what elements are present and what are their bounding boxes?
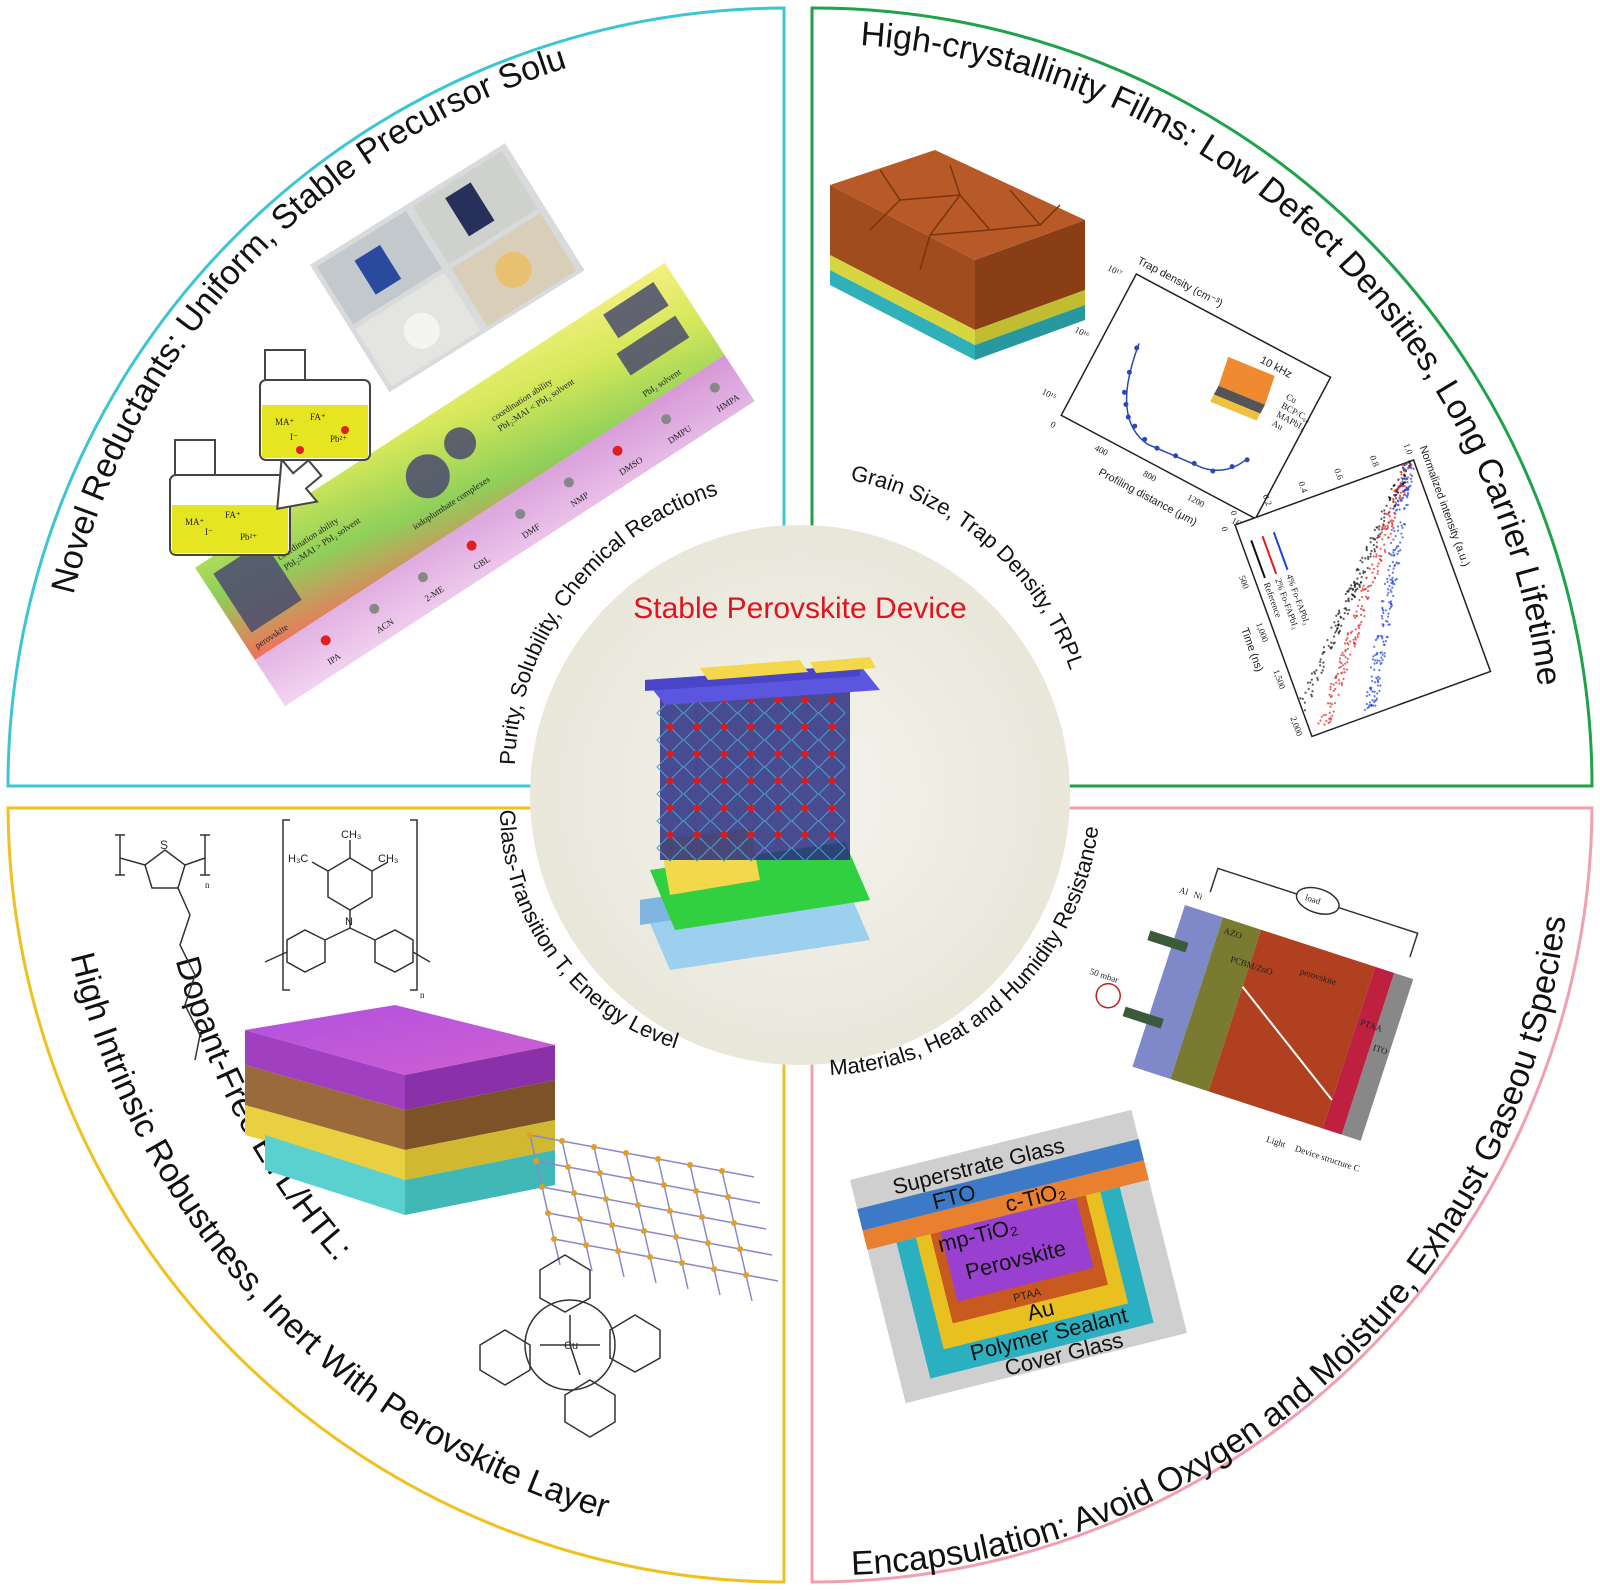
vial-right-ion-2: FA⁺ xyxy=(310,412,326,422)
trpl-ytick-2: 0.4 xyxy=(1297,480,1310,494)
ptaa-n: N xyxy=(345,916,353,928)
trpl-ytick-4: 0.8 xyxy=(1368,454,1381,468)
vial-right-ion-4: Pb²⁺ xyxy=(330,434,347,444)
dev-structure-label: Device structure C xyxy=(1294,1143,1361,1173)
trap-ytick-2: 10¹⁷ xyxy=(1106,263,1124,279)
trpl-ytick-0: 0 xyxy=(1228,509,1239,517)
frame-top-left xyxy=(6,6,786,788)
trap-xtick-0: 0 xyxy=(1049,419,1058,430)
encapsulation-stack: Superstrate Glass FTO c-TiO₂ mp-TiO₂ Per… xyxy=(850,1109,1188,1404)
trpl-ytick-1: 0.2 xyxy=(1261,493,1274,507)
vial-right: MA⁺ FA⁺ I⁻ Pb²⁺ xyxy=(259,349,371,461)
ptaa-structure xyxy=(264,819,431,991)
framework-lattice xyxy=(527,1132,779,1302)
trpl-xtick-0: 0 xyxy=(1219,525,1230,533)
trap-xtick-3: 1200 xyxy=(1186,492,1207,510)
trap-ytick-1: 10¹⁶ xyxy=(1073,324,1091,340)
vial-left-ion-3: I⁻ xyxy=(205,527,213,537)
svg-text:S: S xyxy=(160,838,168,852)
dev-pressure: 50 mbar xyxy=(1088,966,1119,985)
htl-film-block xyxy=(245,1005,555,1215)
stack-au: Au xyxy=(1270,418,1285,432)
trpl-xtick-3: 1,500 xyxy=(1271,668,1287,691)
cupc-metal: Cu xyxy=(564,1340,578,1352)
frame-bottom-left xyxy=(6,806,786,1584)
vial-left-ion-2: FA⁺ xyxy=(225,510,241,520)
device-structure-c: load Al Ni AZO PCBM/ZnO perovskite PTAA … xyxy=(1088,867,1419,1174)
arrow-up-icon xyxy=(276,456,323,510)
trap-xtick-2: 800 xyxy=(1142,468,1159,483)
vial-photo-collage xyxy=(310,143,585,393)
dev-ito: ITO xyxy=(1372,1042,1390,1056)
center-title: Stable Perovskite Device xyxy=(633,592,967,625)
ptaa-h3c: H₃C xyxy=(288,853,308,865)
quadrant-frames xyxy=(6,6,1594,1584)
stack-cu: Cu xyxy=(1284,392,1298,406)
dev-ni: Ni xyxy=(1192,889,1204,901)
dev-load: load xyxy=(1304,892,1322,906)
trpl-xtick-1: 500 xyxy=(1237,574,1251,591)
frame-bottom-right xyxy=(810,806,1594,1584)
vial-left-ion-4: Pb²⁺ xyxy=(240,532,257,542)
p3ht-sub: n xyxy=(205,880,210,890)
dev-al: Al xyxy=(1178,885,1190,897)
solvent-coordination-panel: coordination ability PbI₂:MAI > PbI₂ sol… xyxy=(195,262,755,707)
perovskite-device-illustration xyxy=(640,657,880,970)
ptaa-ch3-top: CH₃ xyxy=(341,829,361,841)
trpl-ytick-3: 0.6 xyxy=(1332,467,1345,481)
vial-left: MA⁺ FA⁺ I⁻ Pb²⁺ xyxy=(169,439,291,556)
trap-stack-icon xyxy=(1210,356,1275,421)
cupc-structure xyxy=(479,1254,661,1438)
trap-ytick-0: 10¹⁵ xyxy=(1040,386,1058,402)
dev-light: Light xyxy=(1265,1134,1287,1150)
trpl-xtick-2: 1,000 xyxy=(1254,621,1270,644)
trpl-xtick-4: 2,000 xyxy=(1288,715,1304,738)
p3ht-structure: S xyxy=(115,834,210,1061)
frame-top-right xyxy=(810,6,1594,788)
ptaa-sub: n xyxy=(420,990,425,1000)
trap-xtick-1: 400 xyxy=(1093,443,1110,458)
vial-right-ion-3: I⁻ xyxy=(290,432,298,442)
trpl-ytick-5: 1.0 xyxy=(1402,442,1415,456)
vial-right-ion-1: MA⁺ xyxy=(275,417,295,427)
ptaa-ch3-right: CH₃ xyxy=(378,853,398,865)
grain-film-block xyxy=(830,150,1085,360)
vial-left-ion-1: MA⁺ xyxy=(185,517,205,527)
